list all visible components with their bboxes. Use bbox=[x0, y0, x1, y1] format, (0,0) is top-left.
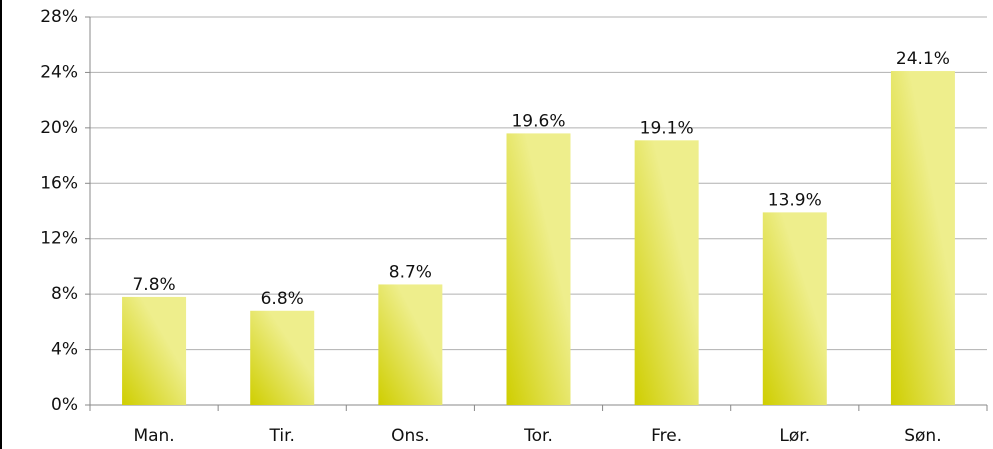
y-tick-label: 12% bbox=[40, 229, 78, 249]
y-tick-label: 4% bbox=[51, 340, 78, 360]
bar bbox=[890, 71, 955, 406]
bar bbox=[122, 296, 187, 405]
x-tick-label: Fre. bbox=[651, 426, 682, 446]
y-tick-label: 24% bbox=[40, 62, 78, 82]
y-tick-label: 0% bbox=[51, 395, 78, 415]
x-tick-label: Ons. bbox=[391, 426, 429, 446]
bar bbox=[378, 284, 443, 405]
value-label: 7.8% bbox=[132, 275, 175, 295]
value-label: 19.1% bbox=[640, 118, 694, 138]
value-label: 8.7% bbox=[389, 262, 432, 282]
bar bbox=[634, 140, 699, 406]
value-label: 6.8% bbox=[261, 289, 304, 309]
value-label: 13.9% bbox=[768, 190, 822, 210]
x-tick-label: Søn. bbox=[904, 426, 941, 446]
y-tick-label: 20% bbox=[40, 118, 78, 138]
value-label: 19.6% bbox=[511, 111, 565, 131]
x-tick-label: Man. bbox=[133, 426, 174, 446]
bar bbox=[506, 133, 571, 405]
value-label: 24.1% bbox=[896, 49, 950, 69]
x-tick-label: Tor. bbox=[523, 426, 553, 446]
y-tick-label: 16% bbox=[40, 173, 78, 193]
x-tick-label: Lør. bbox=[779, 426, 810, 446]
bar bbox=[250, 310, 315, 405]
bar bbox=[762, 212, 827, 405]
y-tick-label: 8% bbox=[51, 284, 78, 304]
x-tick-label: Tir. bbox=[269, 426, 295, 446]
y-tick-label: 28% bbox=[40, 7, 78, 27]
